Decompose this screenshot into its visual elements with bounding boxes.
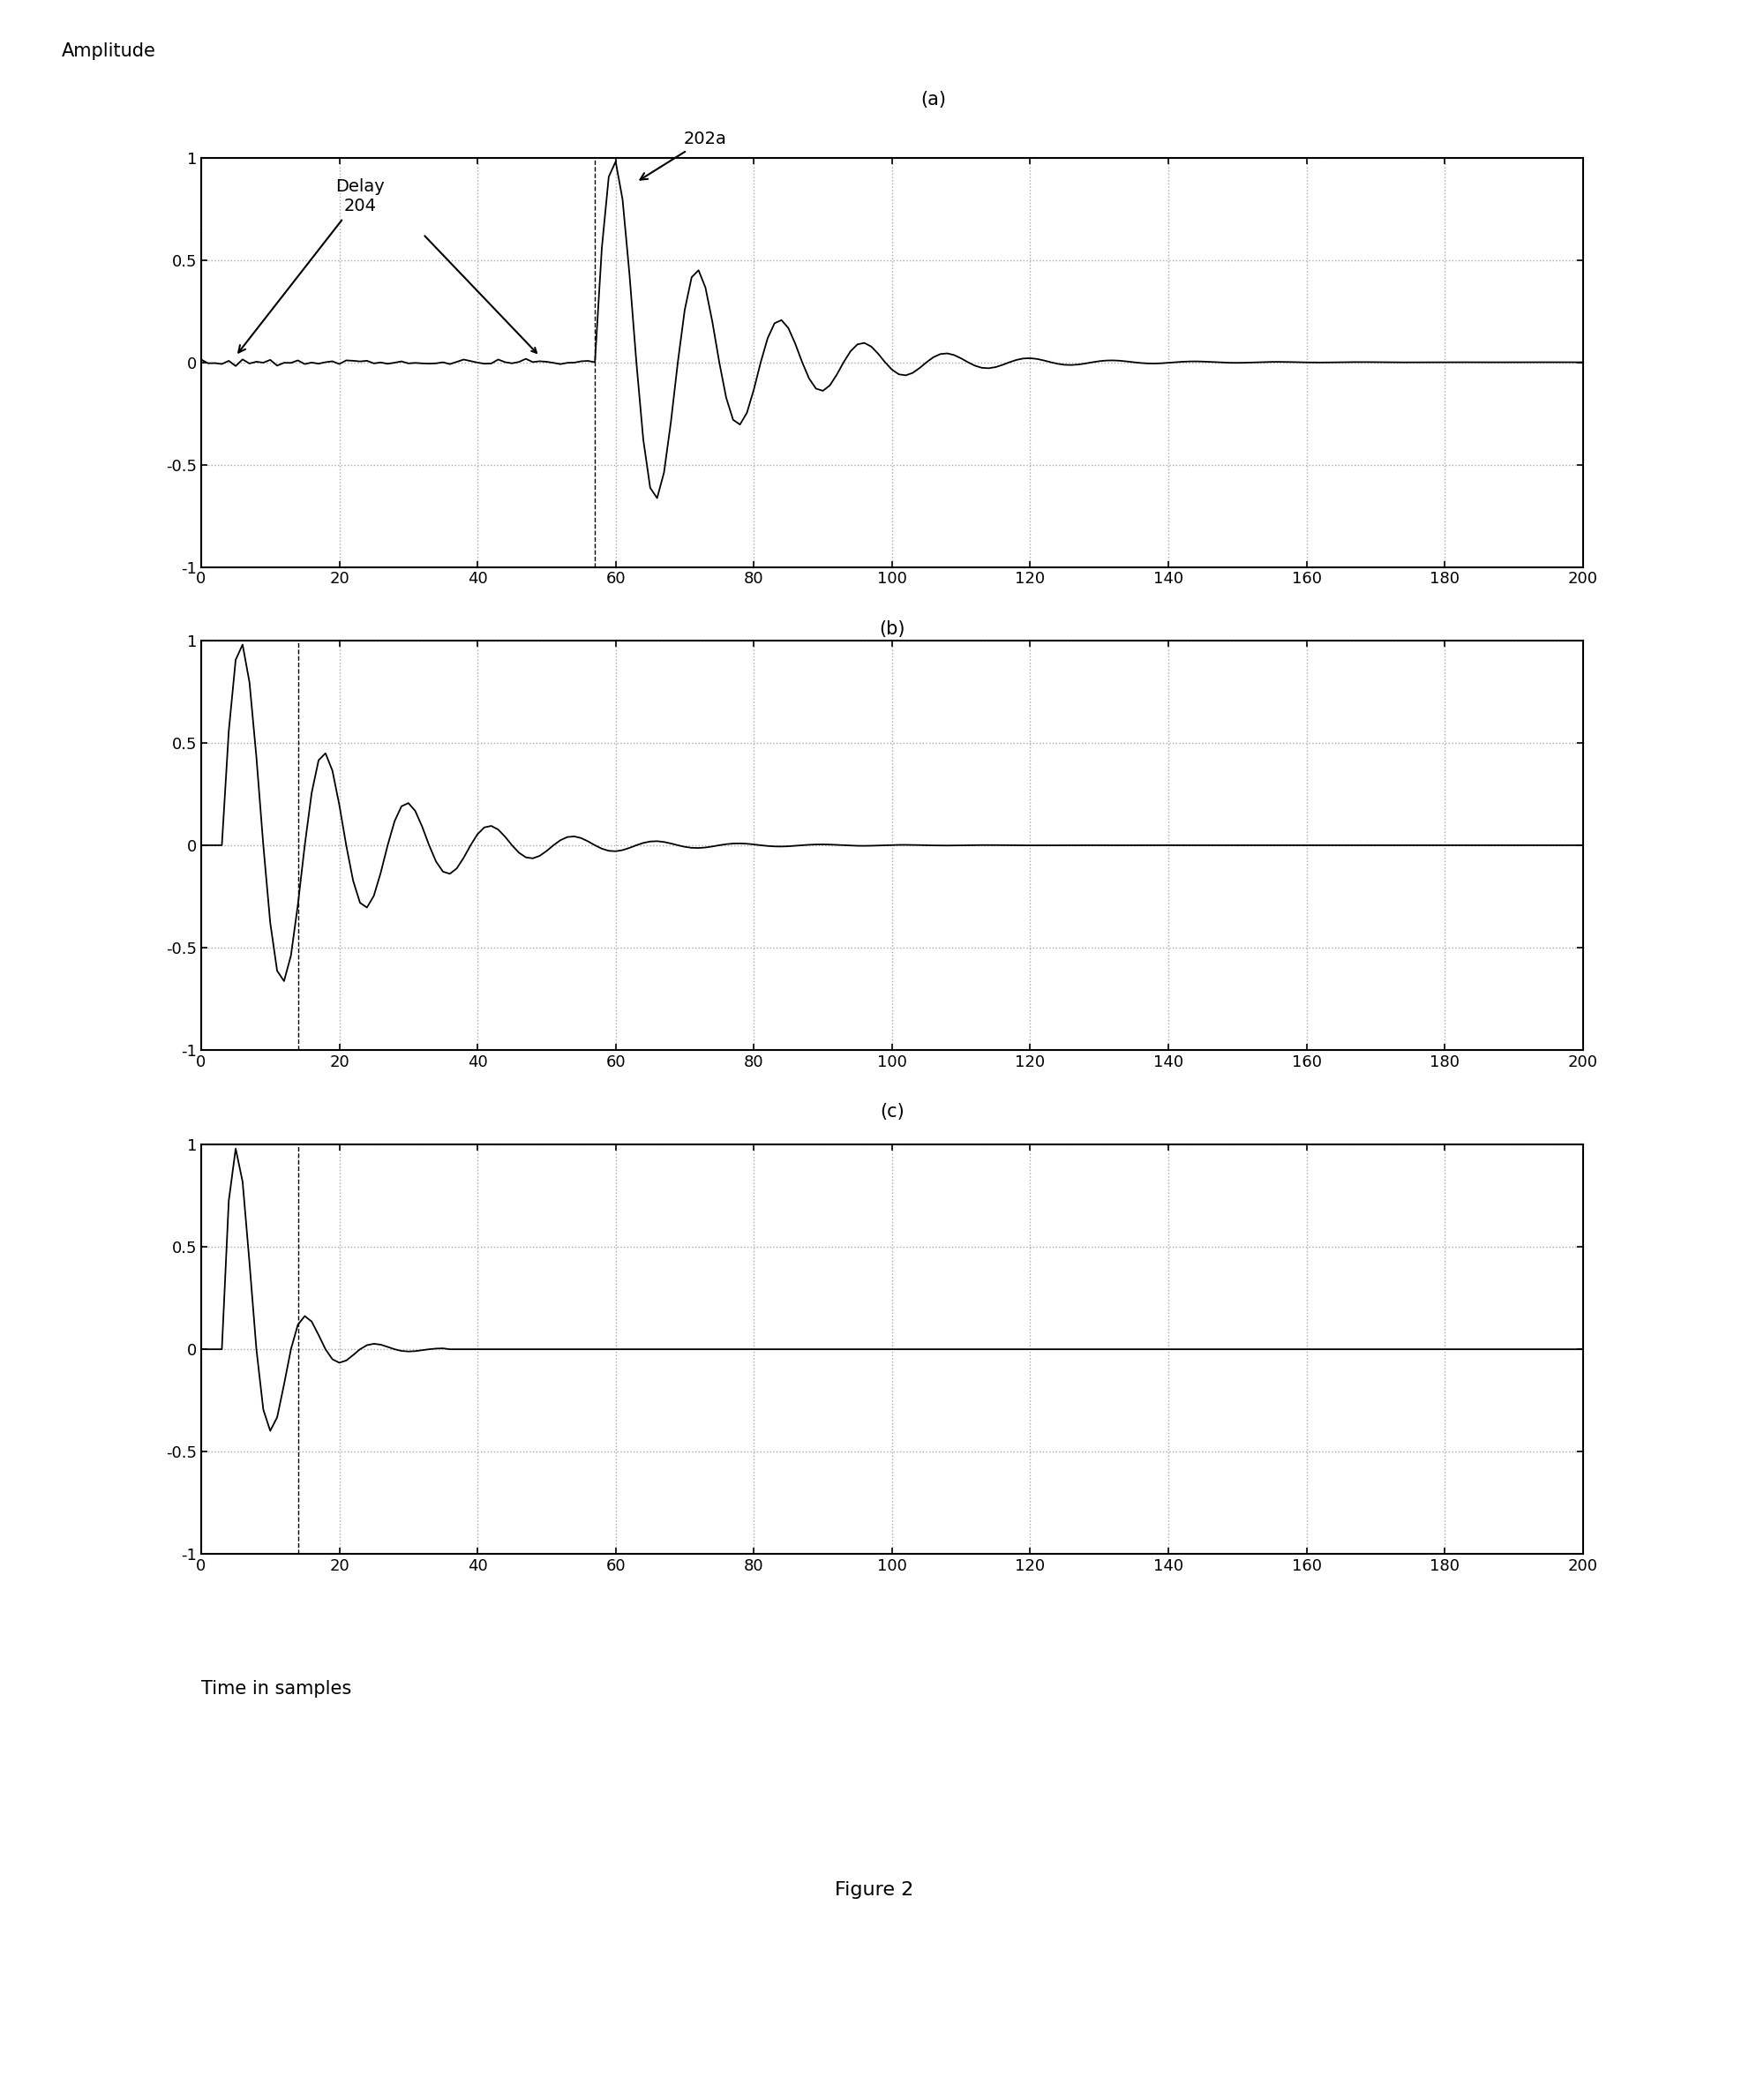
Text: 202a: 202a bbox=[640, 130, 728, 181]
Text: Figure 2: Figure 2 bbox=[834, 1882, 915, 1898]
Text: (b): (b) bbox=[880, 619, 904, 638]
Text: Amplitude: Amplitude bbox=[61, 42, 156, 59]
Text: Delay
204: Delay 204 bbox=[238, 178, 385, 353]
Text: (c): (c) bbox=[880, 1102, 904, 1121]
Text: Time in samples: Time in samples bbox=[201, 1680, 352, 1697]
Text: (a): (a) bbox=[920, 90, 946, 109]
